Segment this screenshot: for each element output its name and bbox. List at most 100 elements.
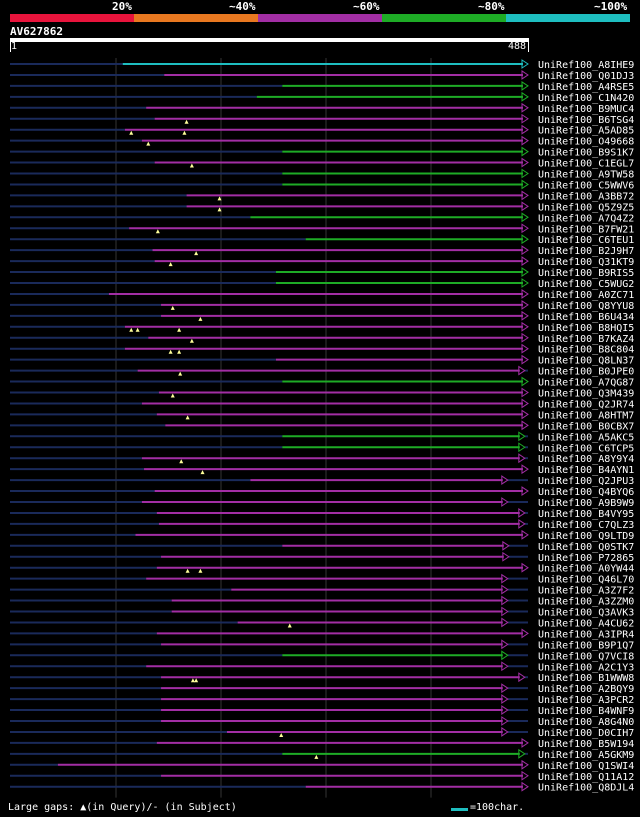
hit-track: UniRef100_A2BQY9 (10, 684, 634, 695)
query-gap-marker (186, 415, 190, 419)
hit-track: UniRef100_C1EGL7 (10, 159, 634, 170)
hit-track: UniRef100_A3Z7F2 (10, 586, 634, 597)
hit-track: UniRef100_P72865 (10, 553, 634, 564)
hit-track: UniRef100_B9RIS5 (10, 268, 634, 279)
query-gap-marker (191, 678, 195, 682)
hit-track: UniRef100_Q2JPU3 (10, 476, 634, 487)
hit-track: UniRef100_Q31KT9 (10, 257, 634, 268)
hit-track: UniRef100_A3PCR2 (10, 695, 634, 706)
query-gap-marker (185, 120, 189, 124)
hit-label: UniRef100_A5GKM9 (538, 750, 634, 761)
hit-label: UniRef100_A3IPR4 (538, 629, 634, 640)
hit-label: UniRef100_A3BB72 (538, 191, 634, 202)
hit-track: UniRef100_B8C804 (10, 345, 634, 356)
query-gap-marker (169, 350, 173, 354)
hit-track: UniRef100_Q2JR74 (10, 399, 634, 410)
hit-label: UniRef100_A0ZC71 (538, 290, 634, 301)
hit-label: UniRef100_Q8YYU8 (538, 301, 634, 312)
hit-label: UniRef100_A8IHE9 (538, 60, 634, 71)
hit-track: UniRef100_Q3AVK3 (10, 608, 634, 619)
hit-track: UniRef100_A5AD85 (10, 126, 634, 137)
hit-track: UniRef100_B2J9H7 (10, 246, 634, 257)
hit-label: UniRef100_Q2JPU3 (538, 476, 634, 487)
hit-track: UniRef100_Q8LN37 (10, 356, 634, 367)
hit-track: UniRef100_Q5Z9Z5 (10, 202, 634, 213)
hit-track: UniRef100_D0CIH7 (10, 728, 634, 739)
query-gap-marker (156, 229, 160, 233)
gap-legend-text: Large gaps: ▲(in Query)/- (in Subject) (8, 802, 237, 813)
hit-label: UniRef100_A4RSE5 (538, 82, 634, 93)
hit-track: UniRef100_Q0STK7 (10, 542, 634, 553)
hit-track: UniRef100_Q11A12 (10, 772, 634, 783)
hit-label: UniRef100_C5WUG2 (538, 279, 634, 290)
query-gap-marker (194, 251, 198, 255)
hit-track: UniRef100_A3BB72 (10, 191, 634, 202)
hit-label: UniRef100_C1EGL7 (538, 159, 634, 170)
hit-label: UniRef100_A3ZZM0 (538, 597, 634, 608)
hit-label: UniRef100_Q3AVK3 (538, 608, 634, 619)
hit-label: UniRef100_Q8DJL4 (538, 783, 634, 794)
hit-label: UniRef100_A4CU62 (538, 618, 634, 629)
query-gap-marker (129, 131, 133, 135)
hit-track: UniRef100_B9MUC4 (10, 104, 634, 115)
blast-overview: 20% ~40% ~60% ~80% ~100% AV627862 1 488 … (0, 0, 640, 817)
query-gap-marker (279, 733, 283, 737)
hit-track: UniRef100_Q1SWI4 (10, 761, 634, 772)
hit-track: UniRef100_A3IPR4 (10, 629, 634, 640)
hit-track: UniRef100_B4AYN1 (10, 465, 634, 476)
query-gap-marker (314, 755, 318, 759)
hit-label: UniRef100_Q4BYQ6 (538, 487, 634, 498)
hit-label: UniRef100_C6TEU1 (538, 235, 634, 246)
hit-track: UniRef100_B1WWW8 (10, 673, 634, 684)
hit-label: UniRef100_C7QLZ3 (538, 520, 634, 531)
hit-label: UniRef100_B9MUC4 (538, 104, 634, 115)
hit-label: UniRef100_A8G4N0 (538, 717, 634, 728)
hit-label: UniRef100_A2BQY9 (538, 684, 634, 695)
hit-label: UniRef100_B2J9H7 (538, 246, 634, 257)
query-gap-marker (186, 569, 190, 573)
hit-track: UniRef100_B7KAZ4 (10, 334, 634, 345)
hit-label: UniRef100_A5AD85 (538, 126, 634, 137)
query-gap-marker (136, 328, 140, 332)
hit-label: UniRef100_A7QG87 (538, 378, 634, 389)
hit-label: UniRef100_Q1SWI4 (538, 761, 634, 772)
hit-label: UniRef100_B7FW21 (538, 224, 634, 235)
hit-label: UniRef100_Q11A12 (538, 772, 634, 783)
hit-label: UniRef100_A2C1Y3 (538, 662, 634, 673)
query-gap-marker (146, 142, 150, 146)
hit-label: UniRef100_D0CIH7 (538, 728, 634, 739)
query-gap-marker (198, 569, 202, 573)
hit-label: UniRef100_B1WWW8 (538, 673, 634, 684)
hit-label: UniRef100_B6U434 (538, 312, 634, 323)
hit-label: UniRef100_Q31KT9 (538, 257, 634, 268)
query-gap-marker (190, 164, 194, 168)
hit-track: UniRef100_C5WUG2 (10, 279, 634, 290)
hit-track: UniRef100_Q9LTD9 (10, 531, 634, 542)
query-gap-marker (201, 470, 205, 474)
hit-label: UniRef100_B9RIS5 (538, 268, 634, 279)
hit-label: UniRef100_B4AYN1 (538, 465, 634, 476)
hit-label: UniRef100_B9P1Q7 (538, 640, 634, 651)
hit-track: UniRef100_Q8YYU8 (10, 301, 634, 312)
hit-label: UniRef100_B8C804 (538, 345, 634, 356)
hit-label: UniRef100_Q9LTD9 (538, 531, 634, 542)
hit-label: UniRef100_O49668 (538, 137, 634, 148)
hit-label: UniRef100_Q46L70 (538, 575, 634, 586)
hit-label: UniRef100_B9S1K7 (538, 148, 634, 159)
hit-track: UniRef100_A8HTM7 (10, 410, 634, 421)
hit-label: UniRef100_A0YW44 (538, 564, 634, 575)
hit-track: UniRef100_Q01DJ3 (10, 71, 634, 82)
hit-track: UniRef100_C7QLZ3 (10, 520, 634, 531)
hit-label: UniRef100_P72865 (538, 553, 634, 564)
hit-track: UniRef100_B9S1K7 (10, 148, 634, 159)
hit-track: UniRef100_A9TW58 (10, 170, 634, 181)
hit-track: UniRef100_B6TSG4 (10, 115, 634, 126)
hit-label: UniRef100_B5W194 (538, 739, 634, 750)
hit-label: UniRef100_Q5Z9Z5 (538, 202, 634, 213)
hit-track: UniRef100_C1N420 (10, 93, 634, 104)
hit-track: UniRef100_B0JPE0 (10, 367, 634, 378)
hit-label: UniRef100_Q7VCI8 (538, 651, 634, 662)
hit-track: UniRef100_A7QG87 (10, 378, 634, 389)
hit-track: UniRef100_B8HQI5 (10, 323, 634, 334)
hit-track: UniRef100_B7FW21 (10, 224, 634, 235)
